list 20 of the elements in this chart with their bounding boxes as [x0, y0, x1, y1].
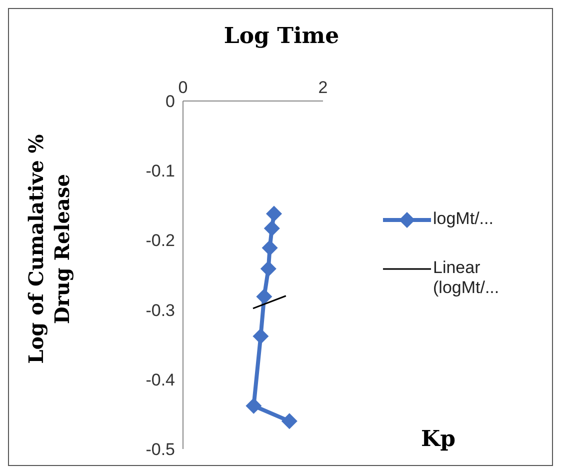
y-tick-label: -0.5: [146, 440, 175, 460]
point: [262, 240, 278, 256]
point: [266, 206, 282, 222]
point: [281, 413, 298, 430]
point: [246, 398, 262, 414]
y-tick-label: 0: [166, 92, 175, 112]
y-tick-label: -0.1: [146, 162, 175, 181]
x-axis-title: Log Time: [222, 23, 340, 49]
x-tick-label: 2: [318, 78, 328, 97]
text: Kp: [421, 426, 456, 452]
legend-label: Linear (logMt/...: [433, 258, 500, 298]
point: [264, 220, 280, 236]
legend-label: logMt/...: [433, 209, 494, 229]
point: [252, 328, 269, 344]
y-axis-title: Log of Cumalative % Drug Release: [23, 133, 75, 366]
y-tick-label: -0.3: [146, 300, 175, 320]
y-tick-label: -0.2: [146, 231, 175, 250]
point: [256, 288, 272, 305]
y-tick-label: -0.4: [146, 370, 175, 390]
point: [260, 260, 276, 277]
